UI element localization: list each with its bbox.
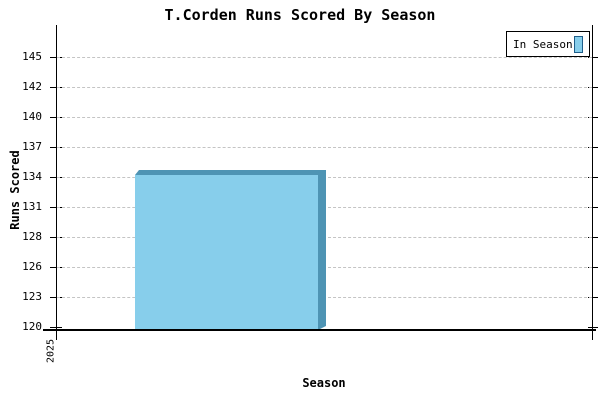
y-tick-mark-right xyxy=(588,267,598,268)
y-axis-title: Runs Scored xyxy=(8,150,22,230)
x-axis-line xyxy=(43,329,596,331)
y-axis-line-right xyxy=(592,25,593,340)
y-tick-mark-right xyxy=(588,87,598,88)
y-tick-mark-right xyxy=(588,327,598,328)
y-tick-label: 120 xyxy=(22,320,42,333)
legend-swatch-icon xyxy=(574,35,583,53)
gridline xyxy=(57,117,592,118)
y-tick-mark-right xyxy=(588,117,598,118)
y-tick-mark-right xyxy=(588,237,598,238)
y-tick-label: 140 xyxy=(22,110,42,123)
gridline xyxy=(57,57,592,58)
y-tick-label: 123 xyxy=(22,290,42,303)
y-axis-line xyxy=(56,25,57,340)
y-tick-label: 137 xyxy=(22,140,42,153)
y-tick-mark-right xyxy=(588,177,598,178)
y-tick-label: 145 xyxy=(22,50,42,63)
legend-label: In Season xyxy=(513,37,573,51)
y-tick-mark-right xyxy=(588,147,598,148)
y-tick-label: 142 xyxy=(22,80,42,93)
legend-box: In Season xyxy=(506,31,590,57)
y-tick-mark-right xyxy=(588,57,598,58)
x-tick-label-2025: 2025 xyxy=(45,338,57,364)
y-tick-mark-right xyxy=(588,207,598,208)
y-tick-mark-right xyxy=(588,297,598,298)
gridline xyxy=(57,147,592,148)
y-tick-label: 131 xyxy=(22,200,42,213)
y-tick-label: 128 xyxy=(22,230,42,243)
y-tick-label: 126 xyxy=(22,260,42,273)
bar-in-season-2025 xyxy=(135,175,318,330)
gridline xyxy=(57,87,592,88)
chart-title: T.Corden Runs Scored By Season xyxy=(164,6,436,24)
y-tick-label: 134 xyxy=(22,170,42,183)
x-axis-title: Season xyxy=(302,376,346,390)
